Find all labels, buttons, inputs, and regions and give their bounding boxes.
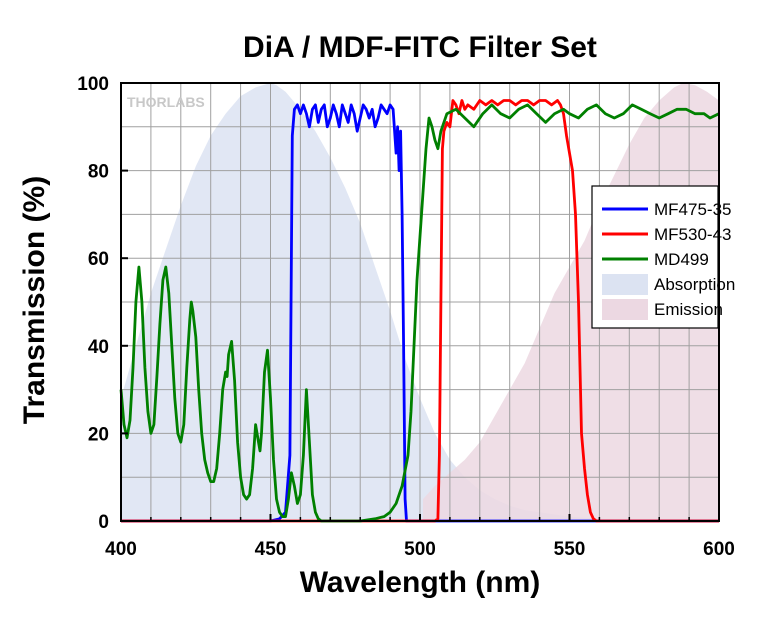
line-mf530-43 <box>121 99 719 523</box>
line-md499 <box>119 103 720 523</box>
legend-label-md499: MD499 <box>654 250 709 269</box>
y-tick-label: 40 <box>88 337 109 358</box>
legend-swatch-absorption <box>602 274 648 295</box>
y-tick-label: 60 <box>88 249 109 270</box>
x-tick-label: 400 <box>105 539 137 560</box>
x-tick-label: 550 <box>554 539 586 560</box>
y-axis-label: Transmission (%) <box>18 176 51 424</box>
y-tick-label: 0 <box>98 512 109 533</box>
x-tick-label: 450 <box>255 539 287 560</box>
line-layer <box>119 99 720 523</box>
chart-title: DiA / MDF-FITC Filter Set <box>243 31 597 64</box>
legend-label-absorption: Absorption <box>654 275 735 294</box>
legend-label-mf530-43: MF530-43 <box>654 225 731 244</box>
x-tick-label: 500 <box>404 539 436 560</box>
x-tick-label: 600 <box>703 539 735 560</box>
legend: MF475-35 MF530-43 MD499 Absorption Emission <box>591 185 735 329</box>
grid-layer <box>121 83 719 521</box>
legend-label-emission: Emission <box>654 300 723 319</box>
line-mf475-35 <box>121 103 719 523</box>
y-tick-label: 80 <box>88 162 109 183</box>
tick-layer: 400 450 500 550 600 0 20 40 60 80 100 <box>77 74 735 560</box>
legend-label-mf475-35: MF475-35 <box>654 200 731 219</box>
thorlabs-logo: THORLABS <box>127 94 205 110</box>
legend-swatch-emission <box>602 299 648 320</box>
y-tick-label: 100 <box>77 74 109 95</box>
y-tick-label: 20 <box>88 424 109 445</box>
x-axis-label: Wavelength (nm) <box>300 566 541 599</box>
